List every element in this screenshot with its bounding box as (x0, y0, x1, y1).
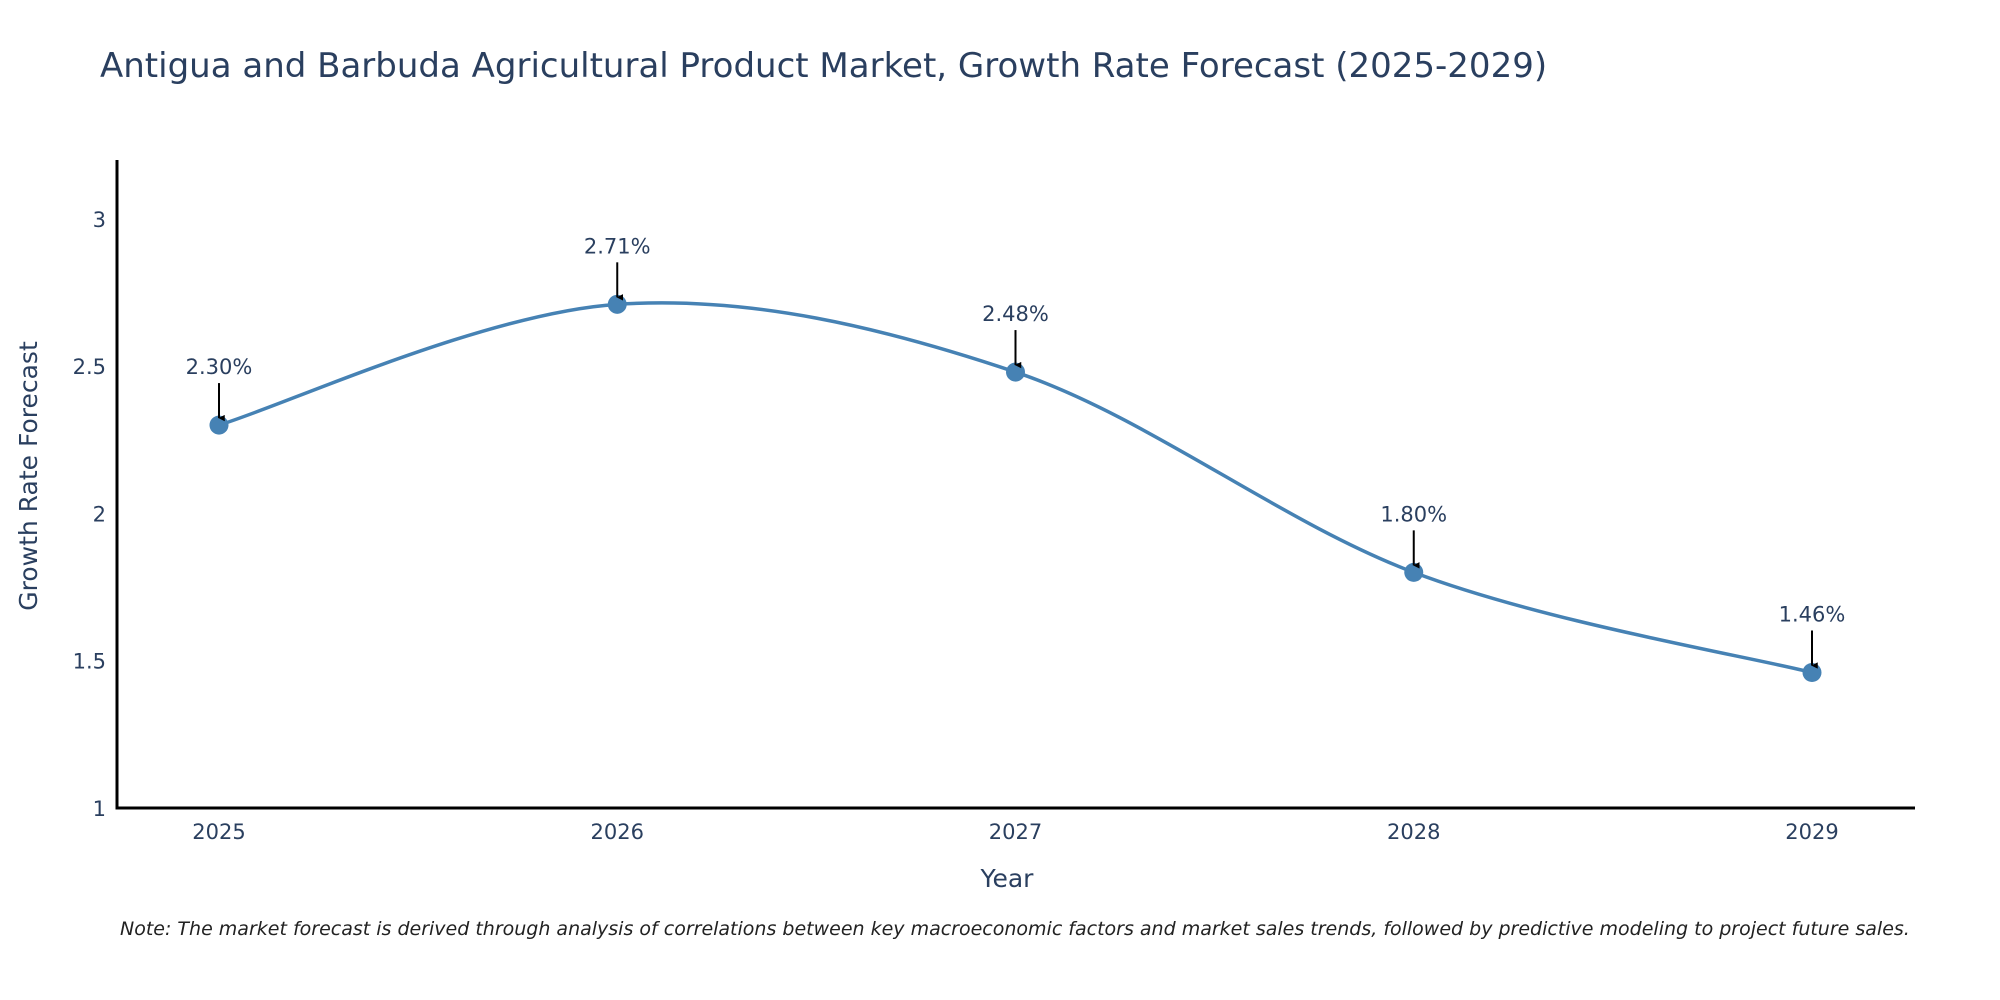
data-label: 2.48% (982, 302, 1049, 326)
x-axis-title: Year (980, 864, 1035, 893)
data-point (607, 294, 627, 314)
y-tick-label: 3 (93, 208, 106, 232)
data-point (1404, 562, 1424, 582)
x-tick-label: 2026 (591, 820, 644, 844)
data-label: 2.30% (186, 355, 253, 379)
x-tick-label: 2027 (989, 820, 1042, 844)
chart-footnote: Note: The market forecast is derived thr… (120, 918, 1910, 940)
data-label: 1.46% (1779, 603, 1846, 627)
y-axis-title: Growth Rate Forecast (14, 341, 43, 611)
data-point (1006, 362, 1025, 382)
y-tick-label: 1.5 (73, 650, 106, 674)
y-tick-label: 2.5 (73, 355, 106, 379)
chart-title: Antigua and Barbuda Agricultural Product… (100, 46, 1548, 86)
data-point (1802, 663, 1822, 683)
x-tick-label: 2028 (1387, 820, 1440, 844)
data-label: 2.71% (584, 234, 651, 258)
x-tick-label: 2029 (1785, 820, 1838, 844)
y-tick-label: 1 (93, 797, 106, 821)
data-point (209, 415, 229, 435)
x-tick-label: 2025 (192, 820, 245, 844)
y-tick-label: 2 (93, 502, 106, 526)
data-label: 1.80% (1380, 502, 1447, 526)
